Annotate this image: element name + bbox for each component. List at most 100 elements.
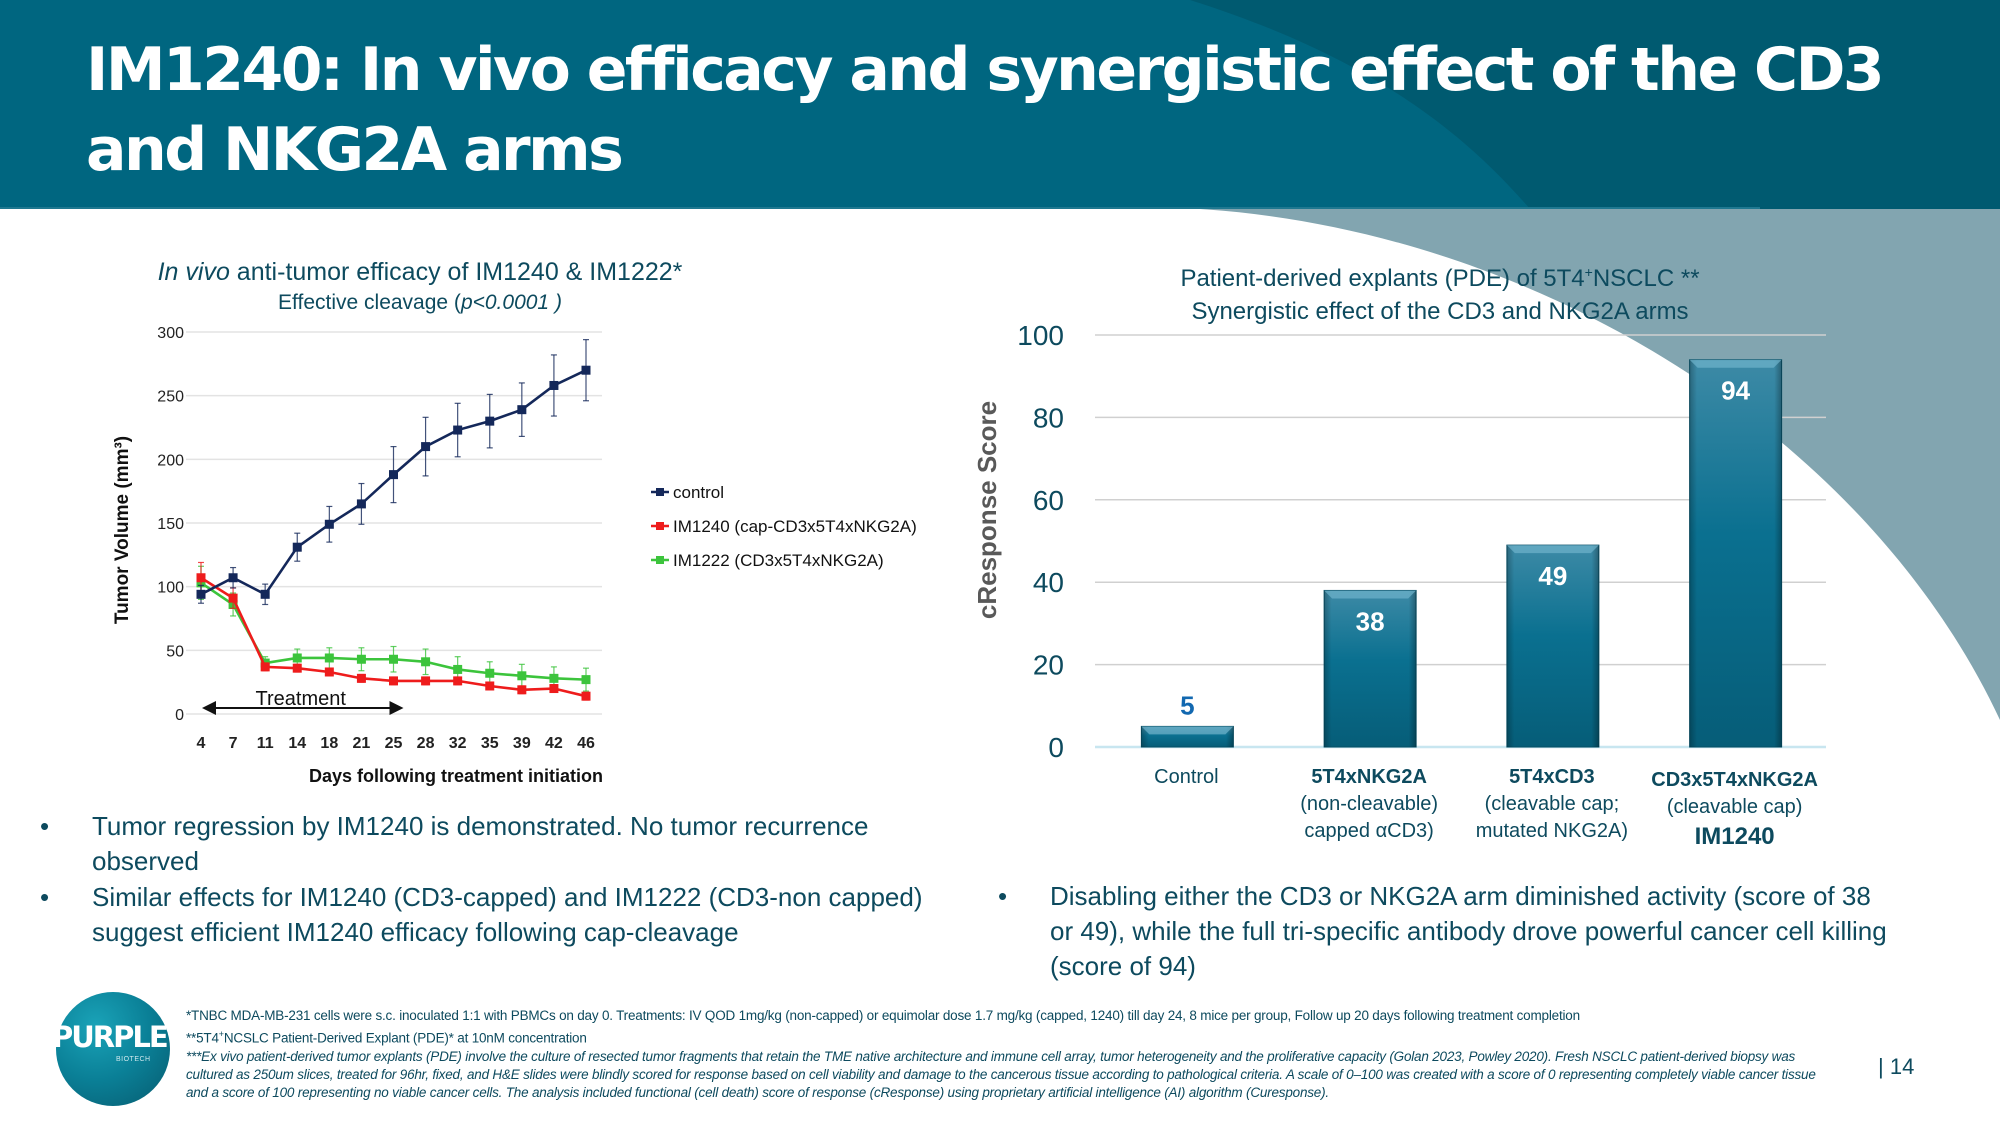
legend-marker bbox=[656, 522, 664, 530]
series-0 bbox=[196, 339, 591, 606]
page-number: | 14 bbox=[1878, 1054, 1915, 1079]
right-chart-title: Patient-derived explants (PDE) of 5T4+NS… bbox=[1060, 264, 1820, 293]
x-tick-label: 11 bbox=[257, 735, 274, 752]
bar-shade bbox=[1689, 359, 1782, 747]
data-point bbox=[292, 653, 302, 663]
category-label: CD3x5T4xNKG2A (cleavable cap) IM1240 bbox=[1635, 767, 1835, 853]
bullet-dot-icon: • bbox=[998, 881, 1008, 911]
bar-group: 94 bbox=[1689, 359, 1783, 748]
bar-shade bbox=[1324, 590, 1417, 747]
data-point bbox=[324, 667, 334, 677]
legend-marker bbox=[656, 488, 664, 496]
right-chart-title-sup: + bbox=[1584, 264, 1593, 280]
category-label-line: 5T4xNKG2A bbox=[1311, 766, 1427, 788]
y-axis-title: cResponse Score bbox=[972, 401, 1002, 619]
data-point bbox=[581, 675, 591, 685]
x-tick-label: 28 bbox=[417, 735, 435, 752]
cresponse-bar-chart: 0 20 40 60 80 100 cResponse Score 5 38 49 94 bbox=[972, 320, 1826, 763]
data-point bbox=[356, 499, 366, 509]
data-label: 94 bbox=[1721, 376, 1750, 406]
bar-bevel bbox=[1689, 359, 1782, 368]
y-tick-label: 40 bbox=[1033, 567, 1064, 598]
data-point bbox=[485, 681, 495, 691]
data-point bbox=[549, 684, 559, 694]
left-chart-subtitle-italic: p<0.0001 ) bbox=[460, 291, 562, 314]
treatment-arrow-left-head bbox=[202, 701, 216, 715]
bullet-dot-icon: • bbox=[40, 882, 50, 912]
data-point bbox=[324, 519, 334, 529]
x-tick-label: 18 bbox=[320, 735, 338, 752]
data-point bbox=[517, 685, 527, 695]
data-point bbox=[356, 673, 366, 683]
x-tick-label: 25 bbox=[385, 735, 403, 752]
y-tick-label: 200 bbox=[157, 452, 184, 469]
right-chart-subtitle: Synergistic effect of the CD3 and NKG2A … bbox=[1191, 298, 1689, 325]
data-point bbox=[228, 593, 238, 603]
data-point bbox=[292, 663, 302, 673]
data-point bbox=[421, 657, 431, 667]
x-axis-title: Days following treatment initiation bbox=[309, 766, 603, 786]
bar-group: 38 bbox=[1323, 589, 1417, 748]
left-chart-subtitle-prefix: Effective cleavage ( bbox=[278, 291, 461, 314]
treatment-label: Treatment bbox=[256, 688, 347, 710]
x-tick-label: 7 bbox=[229, 735, 238, 752]
category-label: 5T4xNKG2A (non-cleavable) capped αCD3) bbox=[1269, 764, 1469, 845]
category-label-line: mutated NKG2A) bbox=[1475, 820, 1629, 842]
data-label: 49 bbox=[1538, 561, 1567, 591]
bar-bevel bbox=[1141, 726, 1234, 735]
data-point bbox=[389, 470, 398, 480]
x-tick-label: 21 bbox=[353, 735, 371, 752]
bullet-item: • Similar effects for IM1240 (CD3-capped)… bbox=[32, 880, 952, 950]
y-tick-label: 100 bbox=[1017, 320, 1064, 351]
x-tick-label: 14 bbox=[288, 735, 306, 752]
y-tick-label: 60 bbox=[1033, 485, 1064, 516]
category-label: 5T4xCD3 (cleavable cap; mutated NKG2A) bbox=[1452, 764, 1652, 845]
y-tick-label: 0 bbox=[1048, 732, 1064, 763]
tumor-volume-line-chart: 0 50 100 150 200 250 300 4 7 11 14 18 21 25 28 32 35 39 42… bbox=[112, 325, 917, 786]
header-curve-dark bbox=[1190, 0, 2000, 209]
data-point bbox=[485, 416, 495, 426]
y-tick-label: 80 bbox=[1033, 402, 1064, 433]
y-tick-label: 0 bbox=[175, 707, 184, 724]
data-point bbox=[517, 671, 527, 681]
x-tick-label: 46 bbox=[577, 735, 595, 752]
y-tick-label: 250 bbox=[157, 389, 184, 406]
data-point bbox=[228, 573, 238, 583]
footnote-1: *TNBC MDA-MB-231 cells were s.c. inocula… bbox=[186, 1008, 1580, 1023]
bar-bevel bbox=[1324, 590, 1417, 599]
x-tick-label: 42 bbox=[545, 735, 563, 752]
x-tick-label: 39 bbox=[513, 735, 531, 752]
left-chart-subtitle: Effective cleavage (p<0.0001 ) bbox=[130, 291, 710, 315]
data-point bbox=[389, 654, 398, 664]
footnotes: *TNBC MDA-MB-231 cells were s.c. inocula… bbox=[186, 1007, 1846, 1102]
left-chart-title: In vivo anti-tumor efficacy of IM1240 & … bbox=[130, 258, 710, 287]
data-point bbox=[260, 662, 270, 672]
data-point bbox=[453, 676, 463, 686]
bar-group: 5 bbox=[1140, 690, 1234, 748]
right-chart-title-prefix: Patient-derived explants (PDE) of 5T4 bbox=[1180, 265, 1585, 292]
legend-label: IM1222 (CD3x5T4xNKG2A) bbox=[673, 551, 884, 570]
page-title: IM1240: In vivo efficacy and synergistic… bbox=[86, 35, 1885, 185]
category-label-line: (non-cleavable) bbox=[1300, 793, 1439, 815]
logo-wordmark: PURPLE bbox=[52, 1020, 169, 1054]
treatment-arrow-right-head bbox=[389, 701, 404, 715]
legend-label: control bbox=[673, 483, 724, 502]
bullet-text: Similar effects for IM1240 (CD3-capped) … bbox=[92, 882, 923, 947]
category-label-line: 5T4xCD3 bbox=[1509, 766, 1595, 788]
bar-bevel bbox=[1506, 545, 1599, 554]
category-label: Control bbox=[1086, 764, 1286, 791]
category-label-line: (cleavable cap) bbox=[1666, 796, 1803, 818]
data-point bbox=[292, 542, 302, 552]
footnote-2-sup: + bbox=[218, 1029, 224, 1039]
right-bullet-list: • Disabling either the CD3 or NKG2A arm d… bbox=[990, 879, 1890, 985]
bullet-text: Tumor regression by IM1240 is demonstrat… bbox=[92, 811, 869, 876]
bullet-dot-icon: • bbox=[40, 811, 50, 841]
data-point bbox=[356, 654, 366, 664]
data-point bbox=[389, 676, 398, 686]
data-point bbox=[421, 442, 431, 452]
right-chart-title-suffix: NSCLC ** bbox=[1592, 265, 1700, 292]
x-tick-label: 35 bbox=[481, 735, 499, 752]
category-label-line: (cleavable cap; bbox=[1484, 793, 1620, 815]
data-point bbox=[453, 425, 463, 435]
x-tick-label: 32 bbox=[449, 735, 467, 752]
